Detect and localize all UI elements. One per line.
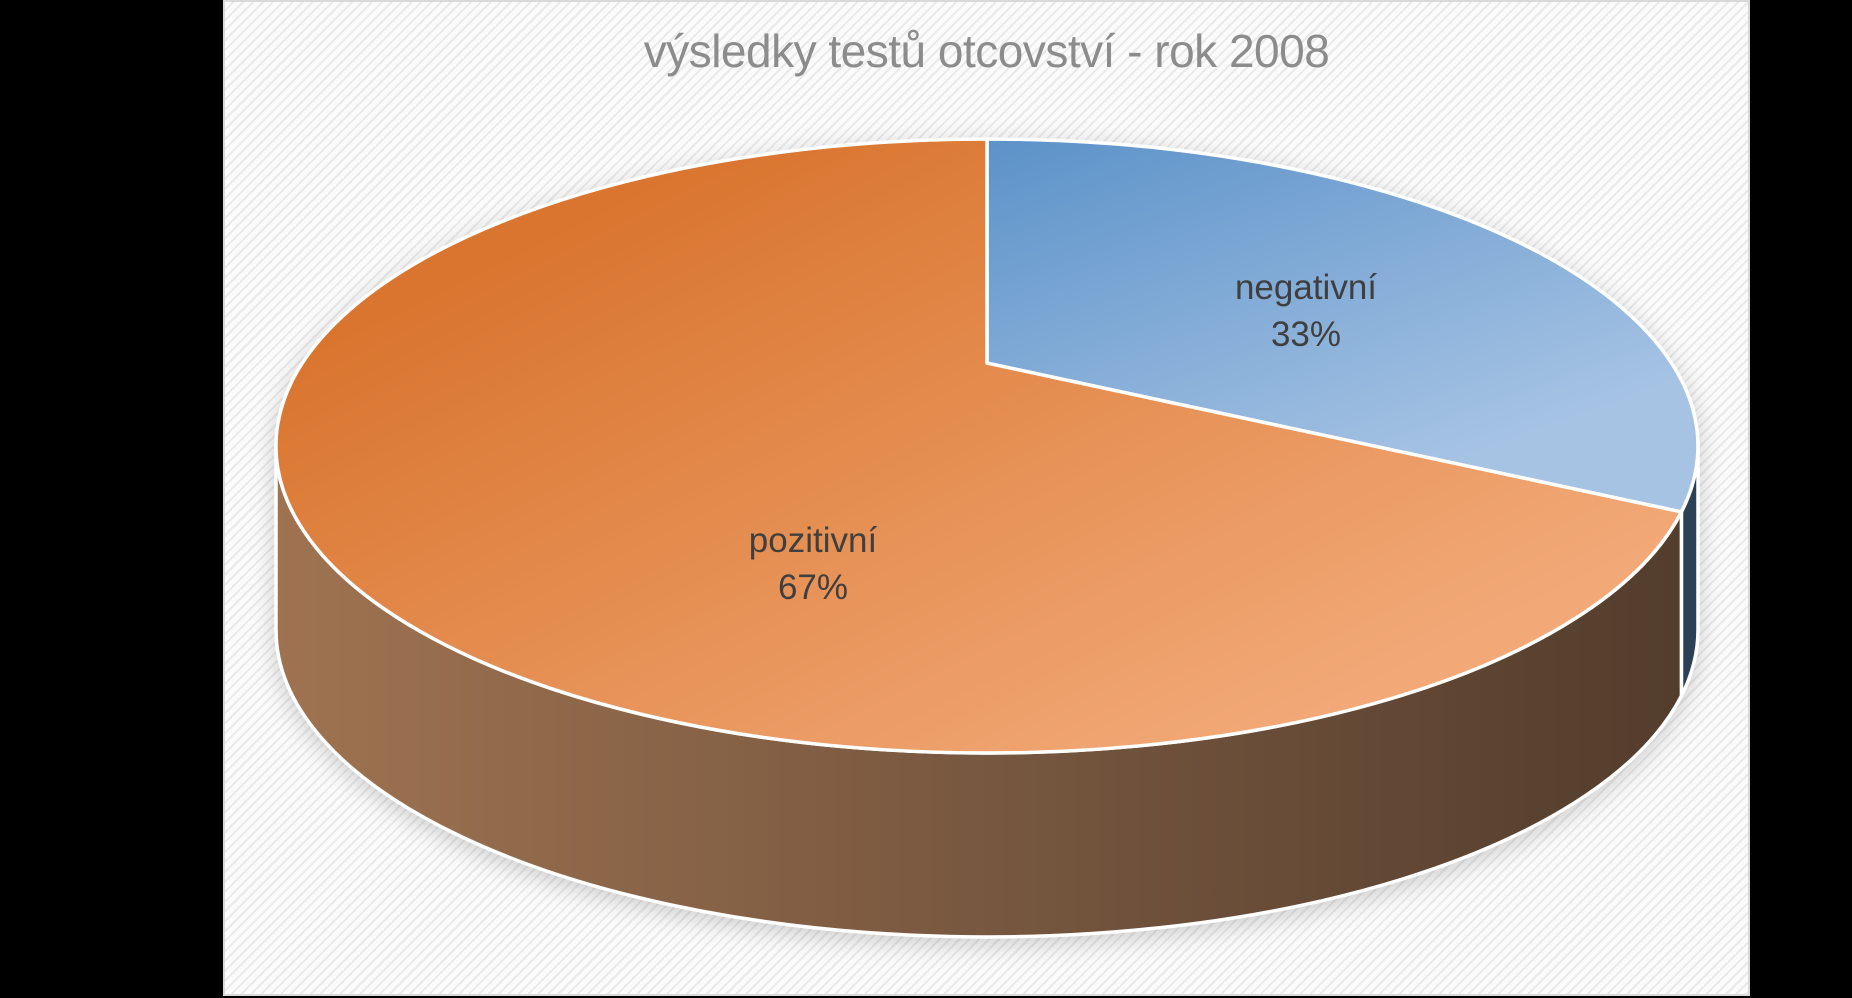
data-label-negativni: negativní 33% [1156, 264, 1456, 358]
slice-name: pozitivní [748, 521, 878, 560]
pie-group [274, 137, 1700, 939]
chart-title: výsledky testů otcovství - rok 2008 [643, 25, 1330, 77]
pie-chart [274, 137, 1700, 939]
slice-percent: 33% [1270, 315, 1342, 354]
slice-percent: 67% [777, 568, 849, 607]
pie-slice-pozitivní [274, 137, 1684, 755]
slide-canvas: výsledky testů otcovství - rok 2008 [223, 0, 1750, 996]
slice-name: negativní [1234, 268, 1378, 307]
pie-slice-negativní [985, 137, 1700, 514]
data-label-pozitivni: pozitivní 67% [663, 517, 963, 611]
